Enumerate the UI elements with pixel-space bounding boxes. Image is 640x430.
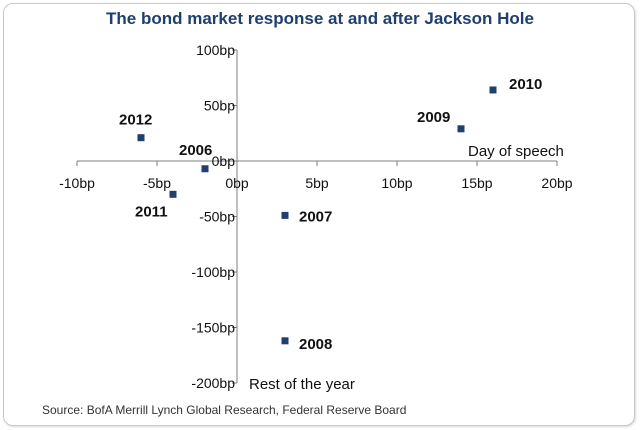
data-points xyxy=(137,86,497,345)
x-tick-label: -10bp xyxy=(59,175,95,191)
x-axis-label: Day of speech xyxy=(468,143,564,160)
x-tick-label: -5bp xyxy=(143,175,171,191)
y-tick-label: 50bp xyxy=(204,98,235,114)
data-label-2012: 2012 xyxy=(119,112,152,129)
x-tick-label: 5bp xyxy=(305,175,329,191)
y-tick-label: -150bp xyxy=(191,320,235,336)
axes xyxy=(76,49,558,384)
data-point-2007 xyxy=(281,211,289,219)
data-point-2012 xyxy=(137,134,145,142)
x-tick-label: 0bp xyxy=(225,175,249,191)
y-axis-label: Rest of the year xyxy=(249,376,355,393)
data-point-2006 xyxy=(201,165,209,173)
x-tick-label: 10bp xyxy=(381,175,412,191)
x-tick-label: 15bp xyxy=(461,175,492,191)
data-labels: 2012 2006 2011 2007 2008 2009 2010 xyxy=(119,76,542,353)
y-tick-label: 100bp xyxy=(196,42,235,58)
data-label-2011: 2011 xyxy=(135,203,168,220)
y-tick-label: -50bp xyxy=(199,209,235,225)
y-tick-label: 0bp xyxy=(212,153,236,169)
source-note: Source: BofA Merrill Lynch Global Resear… xyxy=(42,403,407,417)
y-tick-label: -100bp xyxy=(191,264,235,280)
x-tick-label: 20bp xyxy=(541,175,572,191)
data-point-2008 xyxy=(281,337,289,345)
data-label-2010: 2010 xyxy=(509,76,542,93)
chart-frame xyxy=(3,3,635,426)
chart-title: The bond market response at and after Ja… xyxy=(106,9,534,28)
data-point-2010 xyxy=(489,86,497,94)
data-label-2008: 2008 xyxy=(299,336,332,353)
data-label-2009: 2009 xyxy=(417,109,450,126)
data-point-2009 xyxy=(457,125,465,133)
tick-labels: -10bp -5bp 0bp 5bp 10bp 15bp 20bp 100bp 50bp 0bp -… xyxy=(59,42,573,391)
data-label-2007: 2007 xyxy=(299,208,332,225)
data-label-2006: 2006 xyxy=(179,142,212,159)
data-point-2011 xyxy=(169,190,177,198)
y-tick-label: -200bp xyxy=(191,375,235,391)
